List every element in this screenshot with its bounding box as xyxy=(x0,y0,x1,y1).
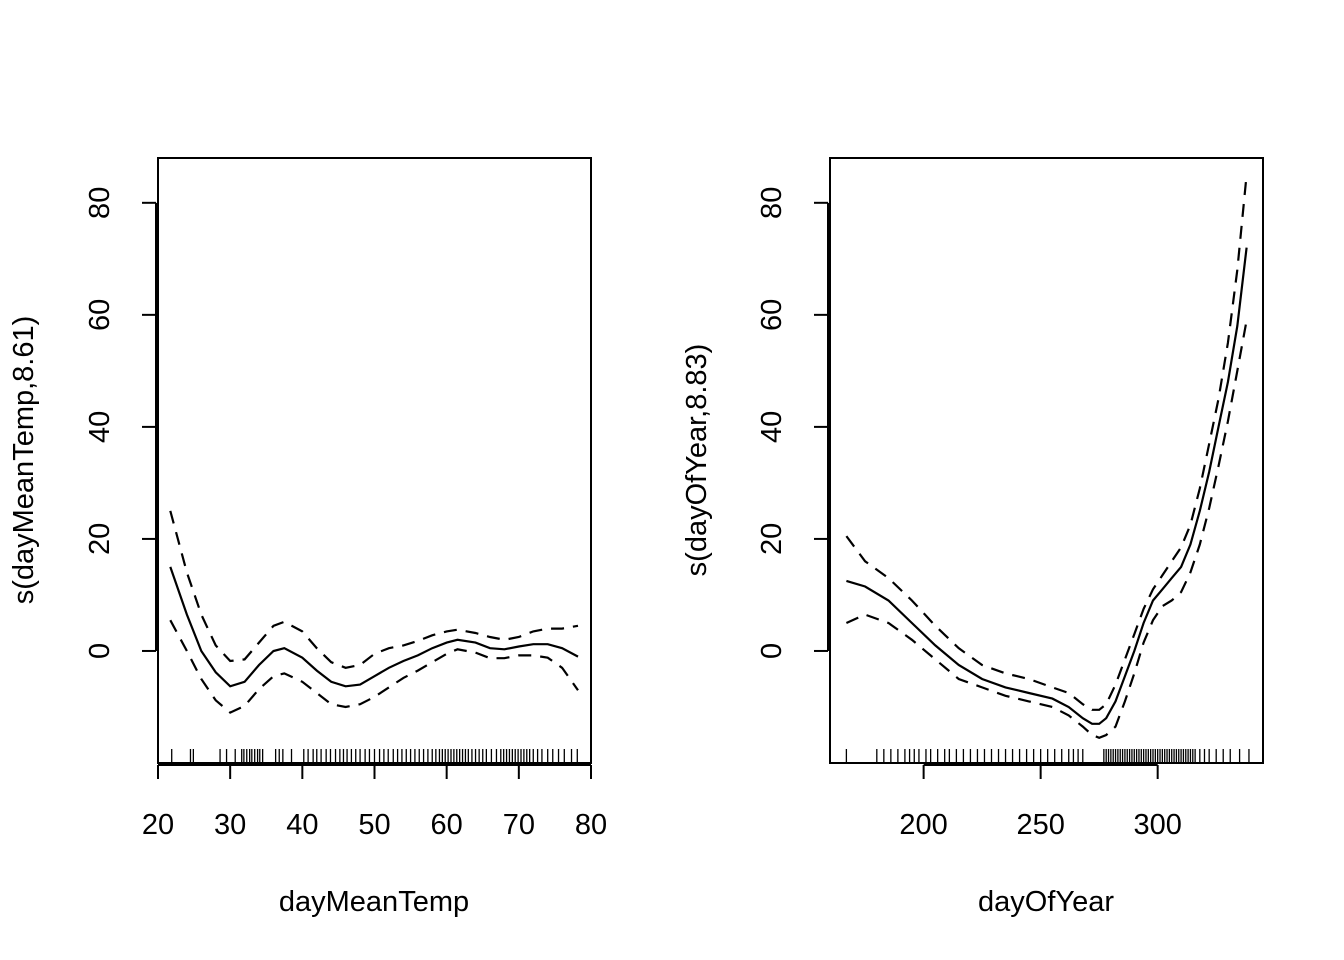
y-tick-label: 60 xyxy=(756,299,788,331)
panel-dayofyear: dayOfYear s(dayOfYear,8.83) 200 250 300 0 20… xyxy=(681,157,1264,918)
plot-frame xyxy=(157,157,592,764)
x-tick-label: 80 xyxy=(575,809,607,841)
x-tick-label: 300 xyxy=(1133,809,1181,841)
x-tick-label: 20 xyxy=(142,809,174,841)
x-tick-label: 50 xyxy=(358,809,390,841)
y-axis-label: s(dayMeanTemp,8.61) xyxy=(8,316,40,605)
x-tick-label: 60 xyxy=(431,809,463,841)
y-tick-label: 20 xyxy=(756,523,788,555)
y-tick-label: 0 xyxy=(756,643,788,659)
confidence-band-upper xyxy=(845,174,1248,711)
x-tick-label: 40 xyxy=(286,809,318,841)
y-tick-label: 20 xyxy=(84,523,116,555)
y-tick-label: 60 xyxy=(84,299,116,331)
y-tick-label: 80 xyxy=(756,187,788,219)
plot-frame xyxy=(829,157,1264,764)
x-tick-label: 250 xyxy=(1016,809,1064,841)
smooth-fit-line xyxy=(169,566,579,688)
x-axis-label: dayOfYear xyxy=(978,886,1114,918)
y-tick-label: 80 xyxy=(84,187,116,219)
y-axis-label: s(dayOfYear,8.83) xyxy=(681,344,713,577)
x-tick-label: 200 xyxy=(899,809,947,841)
y-tick-label: 40 xyxy=(756,411,788,443)
x-axis-label: dayMeanTemp xyxy=(279,886,469,918)
panel-daymeantemp: dayMeanTemp s(dayMeanTemp,8.61) 20 30 40 50… xyxy=(8,157,607,918)
y-tick-label: 0 xyxy=(84,643,116,659)
confidence-band-upper xyxy=(169,510,579,669)
x-tick-label: 30 xyxy=(214,809,246,841)
x-tick-label: 70 xyxy=(503,809,535,841)
y-tick-label: 40 xyxy=(84,411,116,443)
confidence-band-lower xyxy=(845,320,1248,739)
smooth-fit-line xyxy=(846,247,1248,725)
confidence-band-lower xyxy=(169,619,579,714)
